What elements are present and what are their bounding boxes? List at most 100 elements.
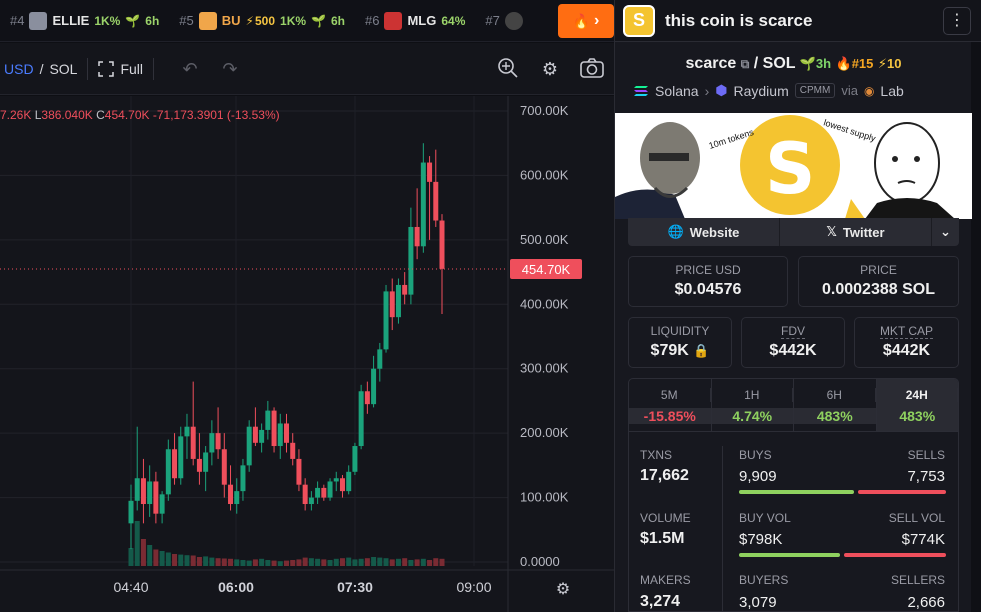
buys-value: 9,909 xyxy=(739,468,777,485)
volume-bar xyxy=(439,558,445,566)
volume-bar xyxy=(172,554,178,566)
tab-24h[interactable]: 24H 483% xyxy=(876,379,958,431)
currency-usd-toggle[interactable]: USD xyxy=(4,60,34,77)
svg-text:S: S xyxy=(765,128,815,210)
copy-icon[interactable]: ⧉ xyxy=(740,57,750,71)
via-label: via xyxy=(841,83,858,98)
candle-body xyxy=(203,452,209,472)
candle-body xyxy=(377,349,383,369)
volume-bar xyxy=(234,559,240,566)
candle-body xyxy=(302,484,308,505)
chevron-down-icon[interactable]: ⌄ xyxy=(931,218,959,246)
price-chart[interactable]: 700.00K 600.00K 500.00K 400.00K 300.00K 200.0… xyxy=(0,96,614,612)
candlestick-chart[interactable]: 700.00K 600.00K 500.00K 400.00K 300.00K 200.0… xyxy=(0,96,614,612)
tab-1h[interactable]: 1H 4.74% xyxy=(711,379,794,431)
chain-name[interactable]: Solana xyxy=(655,82,699,99)
tab-change: 483% xyxy=(794,408,876,424)
candle-body xyxy=(395,284,401,318)
candle-body xyxy=(364,391,370,405)
token-banner-image: S 10m tokens lowest supply xyxy=(615,113,972,219)
sellers-value: 2,666 xyxy=(907,594,945,611)
ticker-item[interactable]: #4 ELLIE 1K% 🌱 6h xyxy=(0,11,169,30)
candle-body xyxy=(414,226,420,247)
candle-body xyxy=(246,426,252,466)
token-logo: S xyxy=(623,4,655,37)
dex-name[interactable]: Raydium xyxy=(733,82,789,99)
buyers-value: 3,079 xyxy=(739,594,777,611)
chain-breadcrumb: Solana › ⬢ Raydium CPMM via ◉ Lab xyxy=(633,82,904,99)
volume-bar xyxy=(346,557,352,566)
volume-bar xyxy=(277,561,283,566)
tab-change: -15.85% xyxy=(629,408,711,424)
volume-bar xyxy=(377,557,383,566)
fdv-label[interactable]: FDV xyxy=(781,324,805,339)
settings-gear-icon[interactable]: ⚙ xyxy=(541,59,559,79)
zoom-pointer-icon[interactable] xyxy=(496,57,520,81)
social-links: 🌐 Website 𝕏 Twitter ⌄ xyxy=(628,218,959,246)
price-sol-label: PRICE xyxy=(860,263,897,277)
candle-body xyxy=(271,410,277,447)
fullscreen-button[interactable]: Full xyxy=(98,61,143,77)
ticker-boost: 500 xyxy=(254,13,276,28)
volume-bar xyxy=(315,558,321,566)
txns-value: 17,662 xyxy=(640,467,689,484)
txns-label: TXNS xyxy=(640,448,673,462)
lock-icon[interactable]: 🔒 xyxy=(693,343,710,358)
candle-body xyxy=(178,436,184,479)
candle-body xyxy=(147,481,153,505)
globe-icon: 🌐 xyxy=(667,224,684,239)
currency-sol-toggle[interactable]: SOL xyxy=(49,60,78,77)
candle-body xyxy=(277,423,283,447)
ticker-item[interactable]: #6 MLG 64% xyxy=(355,11,475,30)
undo-icon[interactable]: ↶ xyxy=(182,59,198,79)
price-axis-tick: 200.00K xyxy=(520,425,569,440)
buys-label: BUYS xyxy=(739,448,772,462)
chart-settings-icon[interactable]: ⚙ xyxy=(556,581,570,598)
volume-bar xyxy=(308,558,314,566)
candle-body xyxy=(159,494,165,514)
mcap-label[interactable]: MKT CAP xyxy=(879,324,934,339)
price-axis-tick: 300.00K xyxy=(520,361,569,376)
toolbar-divider xyxy=(153,57,155,80)
volume-bar xyxy=(408,560,414,566)
ticker-item[interactable]: #7 xyxy=(475,11,532,30)
candle-body xyxy=(165,449,171,495)
volume-bar xyxy=(240,560,246,566)
camera-icon[interactable] xyxy=(580,57,604,81)
redo-icon[interactable]: ↷ xyxy=(222,59,238,79)
makers-label: MAKERS xyxy=(640,573,691,587)
volume-bar xyxy=(364,558,370,566)
price-axis-tick: 700.00K xyxy=(520,103,569,118)
fire-icon: 🔥 xyxy=(572,12,591,29)
price-axis-tick: 100.00K xyxy=(520,490,569,505)
candle-body xyxy=(228,484,234,505)
scrollbar[interactable] xyxy=(971,42,981,612)
fullscreen-label: Full xyxy=(120,60,144,77)
sell-vol-label: SELL VOL xyxy=(888,511,945,525)
volume-bar xyxy=(296,559,302,566)
volume-bar xyxy=(165,552,171,566)
candle-body xyxy=(284,423,289,443)
ticker-rank: #4 xyxy=(10,13,25,28)
fdv-card: FDV $442K xyxy=(741,317,845,368)
launchpad-name[interactable]: Lab xyxy=(880,82,904,99)
tab-5m[interactable]: 5M -15.85% xyxy=(629,379,712,431)
volume-bar xyxy=(389,559,395,566)
candle-body xyxy=(439,220,445,269)
tab-6h[interactable]: 6H 483% xyxy=(794,379,877,431)
more-options-icon[interactable]: ⋮ xyxy=(943,7,971,35)
ticker-item[interactable]: #5 BU ⚡ 500 1K% 🌱 6h xyxy=(169,11,355,30)
volume-bar xyxy=(259,558,265,566)
candle-body xyxy=(134,478,140,501)
sellers-label: SELLERS xyxy=(890,573,945,587)
mcap-value: $442K xyxy=(882,342,931,359)
ticker-rank: #5 xyxy=(179,13,194,28)
buy-vol-ratio-bar xyxy=(739,553,840,557)
trending-fire-button[interactable]: 🔥 › xyxy=(558,4,614,38)
website-link[interactable]: 🌐 Website xyxy=(628,218,780,246)
volume-bar xyxy=(358,558,364,566)
token-name: this coin is scarce xyxy=(665,10,813,30)
volume-bar xyxy=(414,559,420,566)
twitter-link[interactable]: 𝕏 Twitter xyxy=(780,218,931,246)
volume-bar xyxy=(290,560,296,566)
